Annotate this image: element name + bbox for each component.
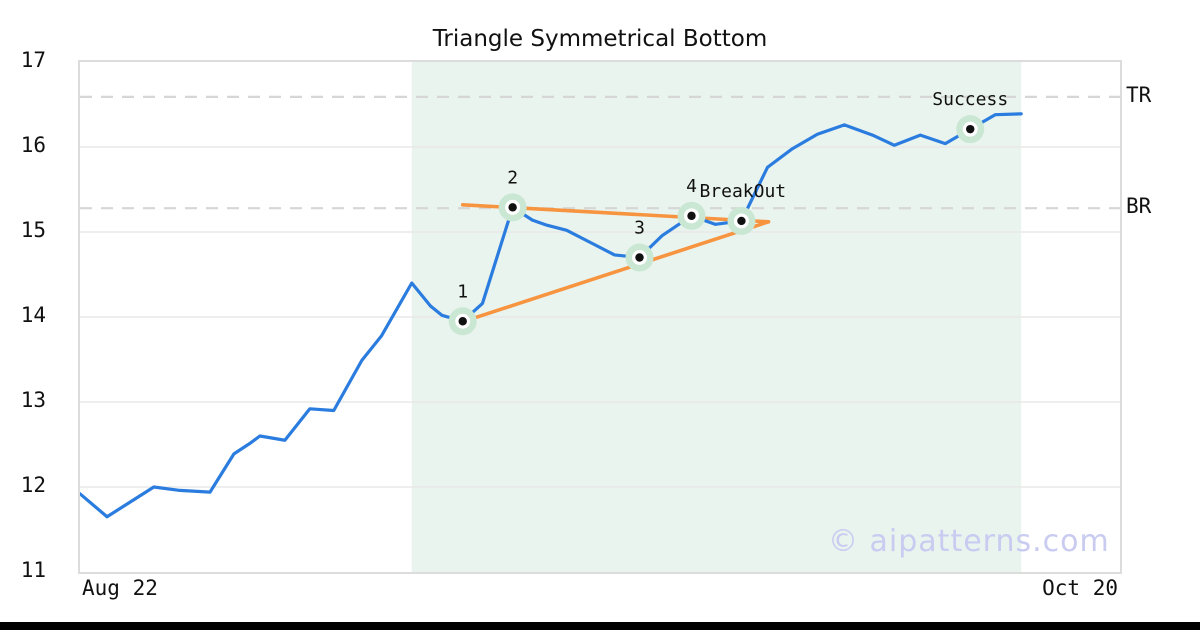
marker-point xyxy=(458,317,467,326)
marker-point xyxy=(966,124,975,134)
marker-point xyxy=(508,203,517,212)
y-tick-label: 17 xyxy=(20,48,46,72)
price-chart: 1 2 3 4 BreakOut Success xyxy=(80,62,1120,572)
marker-label: 4 xyxy=(686,176,697,197)
marker-point xyxy=(687,211,696,221)
y-tick-label: 13 xyxy=(20,388,46,412)
marker-label: Success xyxy=(932,89,1008,110)
watermark: © aipatterns.com xyxy=(828,524,1110,559)
marker-point xyxy=(635,253,644,262)
price-line xyxy=(80,112,1023,519)
chart-title: Triangle Symmetrical Bottom xyxy=(432,26,768,52)
marker-point xyxy=(737,216,746,226)
target-level-label: TR xyxy=(1126,82,1152,107)
x-axis-start-label: Aug 22 xyxy=(82,576,158,600)
marker-label: BreakOut xyxy=(699,181,786,202)
y-tick-label: 16 xyxy=(20,133,46,157)
marker-label: 3 xyxy=(634,218,645,239)
x-axis-end-label: Oct 20 xyxy=(1042,576,1118,600)
footer-bar xyxy=(0,622,1200,630)
y-tick-label: 15 xyxy=(20,218,46,242)
breakout-level-label: BR xyxy=(1126,194,1152,219)
marker-label: 1 xyxy=(457,281,468,302)
trendline xyxy=(459,220,771,324)
y-tick-label: 12 xyxy=(20,473,46,497)
y-tick-label: 11 xyxy=(20,558,46,582)
plot-area: 1 2 3 4 BreakOut Success xyxy=(78,60,1122,574)
y-tick-label: 14 xyxy=(20,303,46,327)
marker-label: 2 xyxy=(507,167,518,188)
